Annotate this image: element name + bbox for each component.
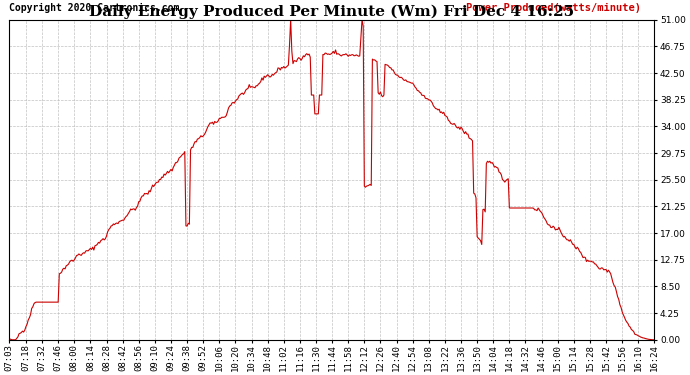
Text: Power Produced(watts/minute): Power Produced(watts/minute) xyxy=(466,3,642,13)
Text: Copyright 2020 Cartronics.com: Copyright 2020 Cartronics.com xyxy=(9,3,179,13)
Title: Daily Energy Produced Per Minute (Wm) Fri Dec 4 16:25: Daily Energy Produced Per Minute (Wm) Fr… xyxy=(89,4,574,18)
